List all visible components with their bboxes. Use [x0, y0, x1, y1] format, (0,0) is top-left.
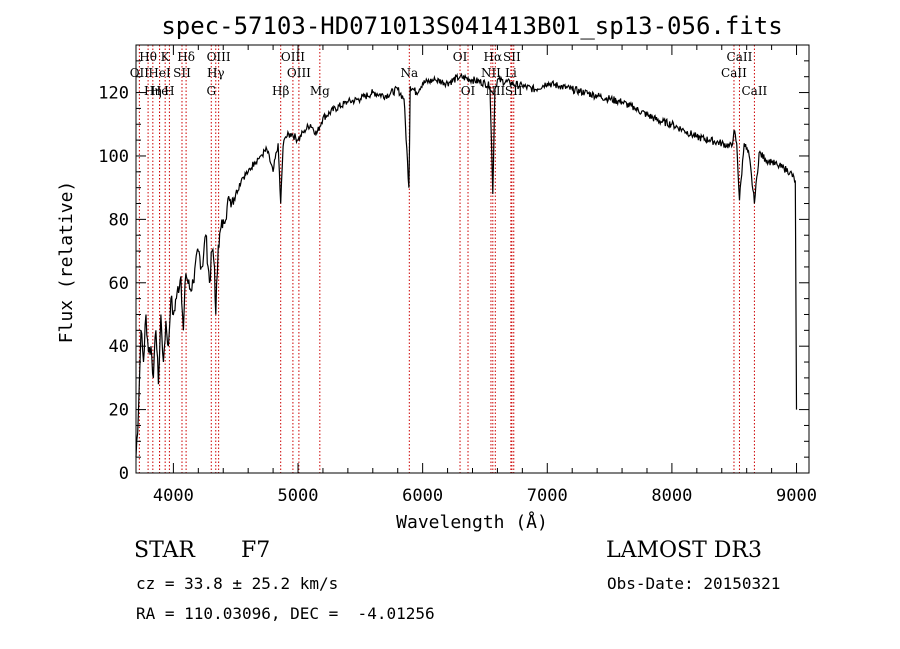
- x-tick-label: 4000: [153, 486, 194, 506]
- x-tick-label: 5000: [278, 486, 319, 506]
- y-tick-label: 100: [98, 147, 129, 167]
- line-marker-label: SII: [503, 50, 521, 64]
- line-marker-label: NII: [481, 66, 501, 80]
- line-marker-label: Na: [400, 66, 418, 80]
- object-class: STAR: [134, 538, 195, 563]
- line-marker-label: OIII: [287, 66, 311, 80]
- line-marker-label: HeI: [148, 66, 171, 80]
- line-marker-label: K: [161, 50, 171, 64]
- y-tick-label: 40: [109, 337, 129, 357]
- line-marker-label: SII: [173, 66, 191, 80]
- y-tick-label: 0: [119, 464, 129, 484]
- line-marker-label: Hη: [144, 84, 162, 98]
- line-marker-label: G: [206, 84, 216, 98]
- spectrum-line: [135, 72, 798, 458]
- x-axis-ticks: 4000 5000 6000 7000 8000 9000: [153, 45, 817, 506]
- line-marker-label: Hα: [484, 50, 503, 64]
- redshift-cz: cz = 33.8 ± 25.2 km/s: [136, 574, 339, 593]
- y-tick-label: 120: [98, 84, 129, 104]
- x-tick-label: 7000: [527, 486, 568, 506]
- line-marker-label: OIII: [207, 50, 231, 64]
- y-axis-label: Flux (relative): [56, 181, 77, 344]
- obs-date: Obs-Date: 20150321: [607, 574, 781, 593]
- chart-title: spec-57103-HD071013S041413B01_sp13-056.f…: [161, 12, 782, 40]
- plot-frame: [135, 44, 810, 474]
- y-tick-label: 60: [109, 274, 129, 294]
- line-marker-label: OIII: [281, 50, 305, 64]
- line-marker-label: OII: [130, 66, 150, 80]
- line-marker-label: CaII: [721, 66, 747, 80]
- x-axis-label: Wavelength (Å): [396, 511, 548, 533]
- line-marker-label: CaII: [727, 50, 753, 64]
- survey-name: LAMOST DR3: [606, 538, 762, 563]
- line-marker-label: Li: [505, 66, 517, 80]
- x-tick-label: 9000: [776, 486, 817, 506]
- line-marker-label: Hγ: [207, 66, 225, 80]
- line-marker-label: OI: [453, 50, 468, 64]
- y-tick-label: 80: [109, 210, 129, 230]
- line-marker-label: Hθ: [139, 50, 157, 64]
- line-marker-label: Hβ: [272, 84, 289, 98]
- line-marker-label: OI: [461, 84, 476, 98]
- line-marker-label: H: [164, 84, 174, 98]
- x-tick-label: 8000: [651, 486, 692, 506]
- line-markers: [138, 45, 755, 473]
- object-subclass: F7: [241, 538, 271, 563]
- coordinates: RA = 110.03096, DEC = -4.01256: [136, 604, 435, 623]
- y-tick-label: 20: [109, 401, 129, 421]
- line-marker-label: Mg: [310, 84, 330, 98]
- line-marker-label: He: [151, 84, 169, 98]
- line-marker-label: CaII: [741, 84, 767, 98]
- y-axis-ticks: 0 20 40 60 80 100 120: [98, 60, 809, 484]
- x-tick-label: 6000: [402, 486, 443, 506]
- line-marker-label: Hδ: [177, 50, 195, 64]
